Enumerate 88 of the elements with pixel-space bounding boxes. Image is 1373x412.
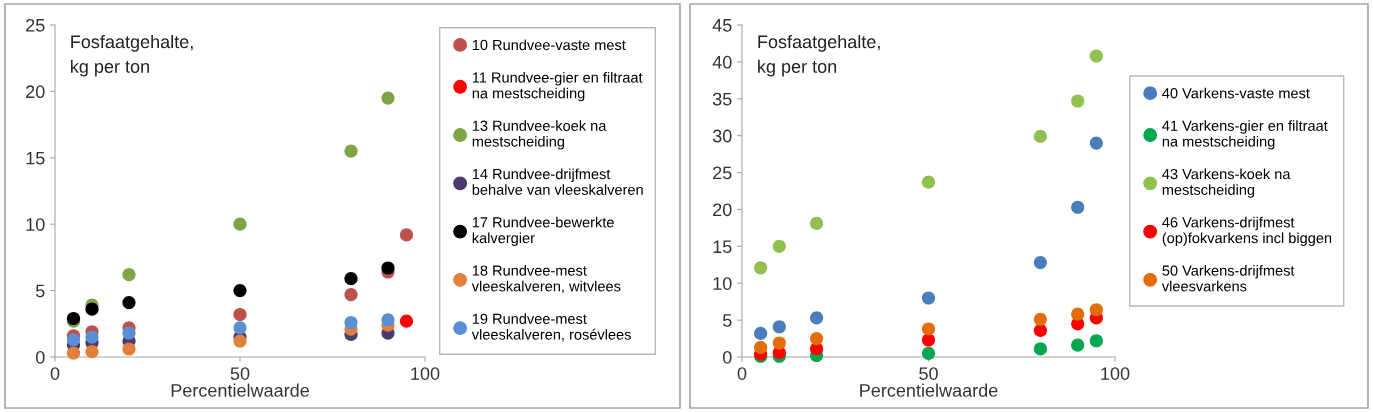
point: [399, 228, 414, 242]
point: [1033, 129, 1047, 143]
legend-label: 40 Varkens-vaste mest: [1162, 87, 1310, 99]
point: [233, 334, 247, 348]
legend-label: 18 Rundvee-mest vleeskalveren, witvlees: [471, 265, 621, 294]
y-tick-label: 45: [712, 19, 732, 32]
x-axis-title: Percentielwaarde: [860, 383, 998, 397]
point: [772, 320, 786, 334]
point: [754, 326, 768, 340]
point: [122, 268, 136, 282]
point: [921, 333, 936, 347]
y-axis-title: Fosfaatgehalte, kg per ton: [758, 34, 880, 77]
point: [85, 345, 99, 359]
legend-label: 10 Rundvee-vaste mest: [472, 39, 626, 51]
y-tick-label: 0: [722, 350, 732, 364]
legend-label: 14 Rundvee-drijfmest behalve van vleeskalveren: [472, 168, 643, 195]
point: [399, 314, 414, 328]
y-tick-label: 15: [713, 240, 732, 254]
x-tick-label: 0: [50, 367, 60, 380]
point: [921, 291, 936, 305]
legend-label: 46 Varkens-drijfmest (op)fokvarkens incl biggen: [1162, 216, 1332, 247]
point: [754, 261, 768, 275]
point: [772, 336, 786, 350]
y-tick-label: 5: [35, 284, 45, 298]
point: [921, 346, 936, 360]
y-tick-label: 15: [26, 151, 45, 165]
point: [122, 295, 136, 310]
x-tick-label: 50: [919, 367, 938, 380]
point: [233, 284, 247, 298]
point: [381, 261, 395, 275]
point: [122, 342, 136, 356]
point: [1089, 334, 1103, 348]
point: [344, 288, 358, 302]
x-tick-label: 50: [230, 367, 250, 380]
point: [344, 144, 358, 158]
point: [754, 340, 768, 354]
point: [810, 331, 824, 346]
point: [1089, 303, 1103, 317]
point: [772, 239, 786, 253]
point: [921, 175, 936, 189]
point: [1033, 323, 1047, 338]
y-tick-label: 40: [712, 55, 732, 69]
legend-label: 13 Rundvee-koek na mestscheiding: [472, 120, 607, 150]
y-tick-label: 10: [26, 218, 45, 231]
y-tick-label: 30: [712, 129, 732, 143]
y-axis-title: Fosfaatgehalte, kg per ton: [71, 34, 193, 77]
point: [921, 322, 936, 336]
legend-label: 17 Rundvee-bewerkte kalvergier: [472, 216, 614, 247]
point: [1071, 94, 1085, 108]
point: [1071, 338, 1085, 352]
point: [66, 333, 81, 347]
point: [233, 217, 247, 231]
point: [1033, 312, 1047, 326]
y-tick-label: 25: [713, 166, 732, 180]
point: [85, 330, 99, 344]
y-tick-label: 35: [712, 92, 732, 106]
point: [1071, 307, 1085, 321]
y-tick-label: 20: [713, 203, 732, 217]
legend-label: 50 Varkens-drijfmest vleesvarkens: [1161, 265, 1295, 292]
legend-label: 41 Varkens-gier en filtraat na mestscheiding: [1162, 120, 1328, 150]
x-tick-label: 100: [411, 367, 440, 380]
point: [233, 321, 247, 335]
point: [1033, 342, 1047, 356]
x-tick-label: 0: [737, 367, 747, 380]
point: [344, 272, 358, 286]
point: [1089, 49, 1103, 63]
y-tick-label: 5: [722, 314, 732, 327]
point: [810, 311, 824, 325]
point: [66, 346, 81, 360]
y-tick-label: 0: [35, 350, 45, 364]
y-tick-label: 20: [26, 85, 45, 99]
point: [1089, 136, 1103, 150]
point: [1033, 255, 1047, 270]
point: [1071, 200, 1085, 214]
point: [344, 315, 358, 330]
x-tick-label: 100: [1101, 367, 1130, 380]
point: [233, 307, 247, 322]
point: [381, 91, 395, 105]
x-axis-title: Percentielwaarde: [171, 383, 309, 397]
legend-label: 19 Rundvee-mest vleeskalveren, rosévlees: [471, 313, 631, 342]
point: [122, 326, 136, 340]
point: [381, 313, 395, 327]
legend-label: 11 Rundvee-gier en filtraat na mestscheiding: [472, 71, 643, 102]
point: [85, 302, 99, 316]
y-tick-label: 10: [713, 277, 732, 290]
point: [810, 216, 824, 231]
y-tick-label: 25: [26, 18, 45, 32]
legend-label: 43 Varkens-koek na mestscheiding: [1162, 168, 1291, 198]
